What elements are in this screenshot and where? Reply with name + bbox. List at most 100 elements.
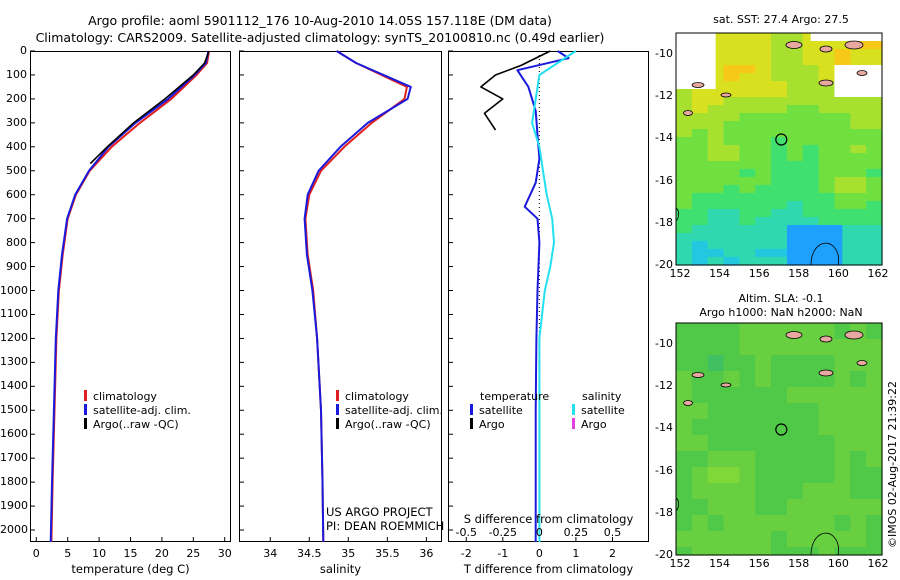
- map-cell: [794, 411, 804, 420]
- map-cell: [874, 539, 883, 548]
- x-tick-label: 34.5: [297, 547, 322, 560]
- map-cell: [850, 451, 859, 460]
- map-cell: [842, 467, 851, 476]
- map-cell: [826, 347, 836, 356]
- map-cell: [834, 339, 843, 348]
- map-cell: [739, 57, 748, 66]
- map-y-tick-label: -10: [655, 337, 673, 351]
- map-cell: [676, 507, 685, 516]
- map-cell: [866, 483, 875, 492]
- map-cell: [786, 435, 796, 444]
- map-cell: [826, 161, 836, 170]
- map-cell: [842, 355, 851, 364]
- map-cell: [731, 451, 740, 460]
- map-cell: [771, 507, 780, 516]
- map-cell: [842, 411, 851, 420]
- map-cell: [731, 371, 740, 380]
- map-y-tick-label: -18: [655, 505, 673, 519]
- depth-tick-label: 1900: [0, 499, 28, 513]
- map-cell: [858, 355, 867, 364]
- map-cell: [715, 217, 725, 226]
- map-cell: [676, 217, 685, 226]
- map-cell: [747, 451, 756, 460]
- map-cell: [707, 217, 717, 226]
- map-cell: [676, 57, 685, 66]
- map-cell: [683, 73, 693, 82]
- map-cell: [699, 539, 709, 548]
- map-cell: [874, 331, 883, 340]
- map-cell: [858, 523, 867, 532]
- map-cell: [676, 411, 685, 420]
- map-cell: [802, 177, 812, 186]
- map-cell: [842, 73, 851, 82]
- map-cell: [763, 435, 772, 444]
- map-cell: [739, 419, 748, 428]
- map-cell: [786, 241, 796, 250]
- series-line-climatology: [50, 50, 210, 543]
- map-cell: [842, 33, 851, 42]
- map-cell: [763, 483, 772, 492]
- map-cell: [747, 257, 756, 266]
- map-cell: [771, 241, 780, 250]
- map-cell: [786, 379, 796, 388]
- map-cell: [826, 507, 836, 516]
- map-cell: [810, 435, 820, 444]
- map-cell: [834, 507, 843, 516]
- legend-swatch: [84, 418, 87, 429]
- map-cell: [723, 515, 733, 524]
- map-cell: [676, 49, 685, 58]
- map-cell: [850, 395, 859, 404]
- map-cell: [810, 153, 820, 162]
- map-cell: [779, 323, 788, 332]
- map-cell: [818, 331, 828, 340]
- map-cell: [818, 33, 828, 42]
- map-cell: [707, 129, 717, 138]
- map-cell: [747, 81, 756, 90]
- map-cell: [802, 193, 812, 202]
- map-cell: [763, 403, 772, 412]
- map-cell: [794, 419, 804, 428]
- map-cell: [755, 411, 764, 420]
- depth-tick-label: 1400: [0, 379, 28, 393]
- map-cell: [771, 169, 780, 178]
- map-cell: [834, 201, 843, 210]
- map-cell: [818, 339, 828, 348]
- map-cell: [802, 113, 812, 122]
- map-x-tick-label: 160: [827, 267, 849, 280]
- map-cell: [739, 339, 748, 348]
- map-cell: [676, 153, 685, 162]
- map-cell: [826, 387, 836, 396]
- map-cell: [747, 121, 756, 130]
- map-cell: [755, 177, 764, 186]
- map-cell: [858, 249, 867, 258]
- map-cell: [699, 419, 709, 428]
- map-cell: [834, 113, 843, 122]
- map-cell: [866, 547, 875, 556]
- map-cell: [810, 387, 820, 396]
- map-cell: [699, 331, 709, 340]
- map-cell: [794, 547, 804, 556]
- map-cell: [771, 201, 780, 210]
- map-cell: [699, 169, 709, 178]
- map-cell: [676, 177, 685, 186]
- map-cell: [802, 387, 812, 396]
- map-cell: [786, 137, 796, 146]
- island-shape: [720, 382, 732, 388]
- map-cell: [874, 257, 883, 266]
- map-cell: [715, 379, 725, 388]
- map-cell: [739, 523, 748, 532]
- map-cell: [771, 547, 780, 556]
- map-cell: [842, 145, 851, 154]
- map-cell: [779, 233, 788, 242]
- map-cell: [779, 257, 788, 266]
- map-cell: [771, 395, 780, 404]
- map-cell: [834, 523, 843, 532]
- map-cell: [683, 129, 693, 138]
- x-tick-label: 30: [217, 547, 232, 560]
- legend-item-argo: Argo: [470, 418, 549, 432]
- map-cell: [866, 153, 875, 162]
- map-cell: [802, 467, 812, 476]
- map-cell: [739, 113, 748, 122]
- map-cell: [842, 387, 851, 396]
- map-cell: [866, 97, 875, 106]
